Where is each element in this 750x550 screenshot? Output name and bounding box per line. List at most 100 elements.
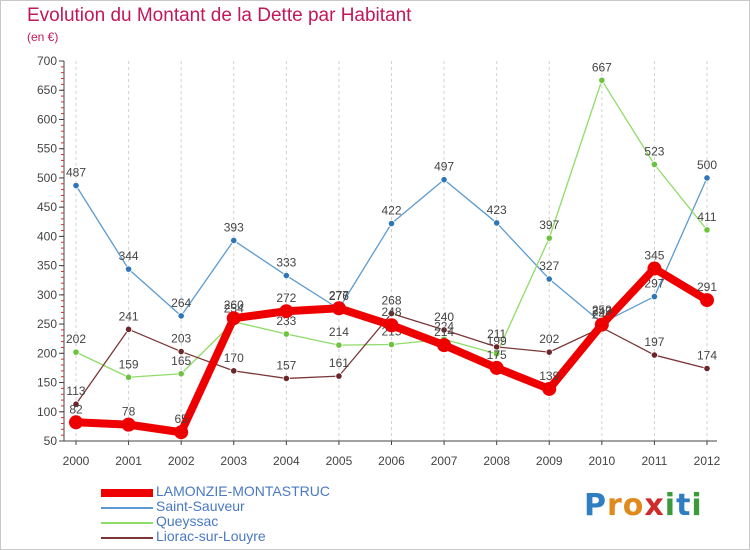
- data-point: [437, 338, 452, 353]
- logo-letter: P: [584, 488, 607, 523]
- x-tick-label: 2005: [326, 454, 353, 468]
- data-label: 199: [487, 334, 507, 348]
- y-tick-label: 100: [37, 405, 57, 419]
- data-label: 214: [329, 325, 349, 339]
- data-label: 202: [539, 332, 559, 346]
- data-point: [493, 343, 501, 351]
- logo-letter: i: [664, 488, 677, 523]
- data-label: 260: [224, 298, 244, 312]
- data-label: 249: [592, 305, 612, 319]
- y-tick-label: 350: [37, 259, 57, 273]
- data-point: [703, 226, 711, 234]
- data-point: [279, 304, 294, 319]
- data-point: [72, 348, 80, 356]
- data-point: [598, 76, 606, 84]
- data-point: [72, 181, 80, 190]
- data-label: 161: [329, 356, 349, 370]
- data-label: 497: [434, 160, 454, 174]
- data-label: 333: [276, 256, 296, 270]
- data-label: 277: [329, 288, 349, 302]
- data-label: 159: [119, 357, 139, 371]
- data-point: [331, 301, 346, 316]
- data-point: [489, 360, 504, 375]
- data-point: [124, 373, 133, 381]
- y-tick-label: 250: [37, 317, 57, 331]
- data-label: 157: [276, 358, 296, 372]
- legend-label: LAMONZIE-MONTASTRUC: [156, 483, 330, 499]
- data-label: 241: [119, 309, 139, 323]
- data-label: 214: [434, 325, 454, 339]
- data-label: 175: [487, 348, 507, 362]
- data-label: 500: [697, 158, 717, 172]
- data-point: [493, 350, 501, 358]
- y-tick-label: 50: [44, 434, 58, 448]
- y-tick-label: 550: [37, 142, 57, 156]
- data-point: [387, 219, 396, 228]
- y-tick-label: 500: [37, 171, 57, 185]
- data-label: 344: [119, 249, 139, 263]
- data-point: [647, 261, 662, 276]
- data-label: 422: [381, 204, 401, 218]
- x-tick-label: 2002: [168, 454, 195, 468]
- y-tick-label: 700: [37, 54, 57, 68]
- logo-letter: t: [676, 488, 692, 523]
- data-label: 197: [644, 335, 664, 349]
- data-point: [282, 330, 290, 338]
- logo-letter: o: [622, 488, 645, 523]
- x-tick-label: 2012: [694, 454, 721, 468]
- data-point: [387, 340, 396, 349]
- data-point: [335, 341, 343, 349]
- data-point: [177, 370, 185, 378]
- data-label: 667: [592, 60, 612, 74]
- data-label: 82: [69, 402, 83, 416]
- legend-label: Liorac-sur-Louyre: [156, 528, 266, 544]
- data-label: 224: [434, 319, 454, 333]
- data-point: [594, 317, 609, 332]
- y-tick-label: 600: [37, 112, 57, 126]
- data-label: 113: [66, 384, 85, 398]
- data-point: [226, 311, 241, 326]
- data-point: [703, 174, 711, 182]
- data-point: [545, 234, 553, 242]
- data-point: [650, 351, 659, 359]
- data-point: [545, 275, 553, 283]
- data-label: 139: [539, 369, 559, 383]
- y-tick-label: 150: [37, 376, 57, 390]
- data-label: 411: [697, 210, 716, 224]
- legend-label: Queyssac: [156, 513, 219, 529]
- data-point: [69, 415, 83, 430]
- y-tick-label: 200: [37, 346, 57, 360]
- x-tick-label: 2004: [273, 454, 300, 468]
- data-point: [493, 219, 501, 227]
- y-tick-label: 650: [37, 83, 57, 97]
- data-label: 393: [224, 220, 244, 234]
- data-label: 254: [224, 302, 244, 316]
- data-label: 327: [539, 259, 559, 273]
- data-label: 487: [66, 166, 86, 180]
- data-label: 240: [434, 310, 454, 324]
- data-point: [440, 176, 448, 184]
- x-tick-label: 2010: [588, 454, 615, 468]
- x-tick-label: 2009: [536, 454, 563, 468]
- data-label: 203: [171, 332, 191, 346]
- data-point: [703, 364, 711, 373]
- data-point: [650, 160, 659, 169]
- data-point: [230, 367, 238, 375]
- data-label: 233: [276, 314, 296, 328]
- legend-swatch: [101, 489, 153, 497]
- x-tick-label: 2001: [115, 454, 142, 468]
- data-label: 345: [644, 249, 664, 263]
- data-label: 174: [697, 349, 717, 363]
- chart-subtitle: (en €): [27, 30, 59, 44]
- data-label: 264: [171, 296, 191, 310]
- data-point: [384, 318, 399, 333]
- data-label: 397: [539, 218, 559, 232]
- data-point: [177, 312, 185, 320]
- legend-swatch: [101, 537, 153, 539]
- data-label: 268: [381, 294, 401, 308]
- data-label: 211: [487, 327, 506, 341]
- data-point: [542, 381, 557, 396]
- logo-letter: r: [607, 488, 623, 523]
- data-point: [121, 417, 136, 432]
